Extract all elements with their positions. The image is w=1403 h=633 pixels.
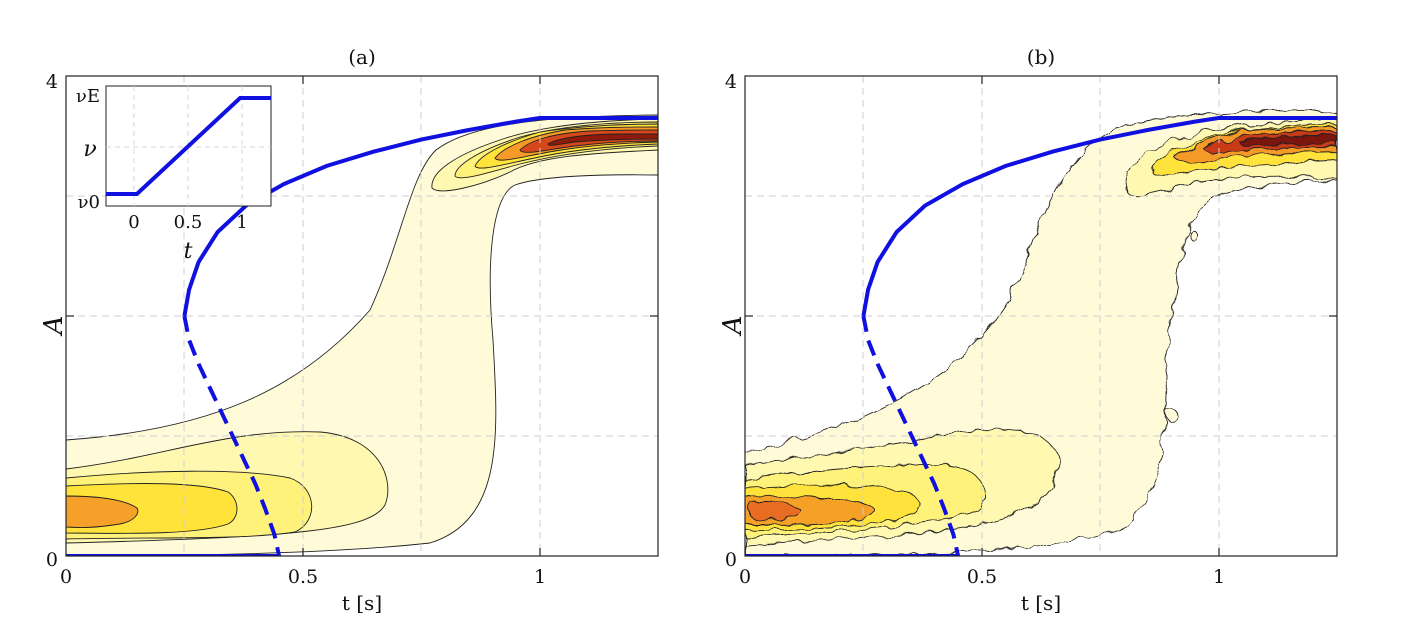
panel-a: (a) t [s] A 0 0.5 1 0 4 νE ν0 ν 0 0.5 1 …	[39, 45, 659, 615]
unstable-branch-line	[861, 315, 961, 556]
panel-b-grid	[745, 76, 1337, 556]
inset-chart: νE ν0 ν 0 0.5 1 t	[76, 85, 272, 264]
inset-xtick-1: 0.5	[174, 212, 203, 233]
panel-b-xtick-2: 1	[1213, 566, 1225, 588]
inset-ylabel: ν	[83, 137, 96, 162]
panel-a-ytick-1: 4	[46, 71, 58, 93]
panel-a-xtick-1: 0.5	[288, 566, 318, 588]
stable-branch-line	[182, 116, 658, 317]
panel-b-xtick-1: 0.5	[967, 566, 997, 588]
inset-xtick-0: 0	[128, 212, 139, 233]
panel-b-xlabel: t [s]	[1021, 591, 1061, 615]
panel-a-xtick-2: 1	[534, 566, 546, 588]
inset-xlabel: t	[184, 239, 193, 264]
panel-b: (b) t [s] A 0 0.5 1 0 4	[718, 45, 1338, 615]
unstable-branch-line	[182, 315, 282, 556]
panel-b-ytick-0: 0	[725, 549, 737, 571]
panel-a-title: (a)	[348, 45, 376, 69]
panel-b-ylabel: A	[718, 316, 748, 337]
panel-a-xlabel: t [s]	[342, 591, 382, 615]
panel-a-contours	[66, 114, 658, 556]
panel-a-xtick-0: 0	[60, 566, 72, 588]
inset-ytick-0: ν0	[78, 192, 100, 213]
contour-island	[1189, 229, 1197, 241]
panel-b-title: (b)	[1027, 45, 1055, 69]
panel-a-ytick-0: 0	[46, 549, 58, 571]
panel-a-ylabel: A	[39, 316, 69, 337]
contour-level-6	[749, 500, 801, 521]
contour-level-11	[1239, 134, 1337, 147]
contour-island	[1165, 407, 1177, 422]
panel-b-xtick-0: 0	[739, 566, 751, 588]
contour-level-11	[547, 133, 658, 146]
inset-xtick-2: 1	[236, 212, 247, 233]
inset-ytick-1: νE	[76, 86, 100, 107]
panel-b-contours	[745, 110, 1337, 556]
stable-branch-line	[861, 116, 1337, 317]
contour-level-5	[66, 495, 139, 528]
inset-frequency-line	[106, 96, 271, 196]
panel-b-ytick-1: 4	[725, 71, 737, 93]
